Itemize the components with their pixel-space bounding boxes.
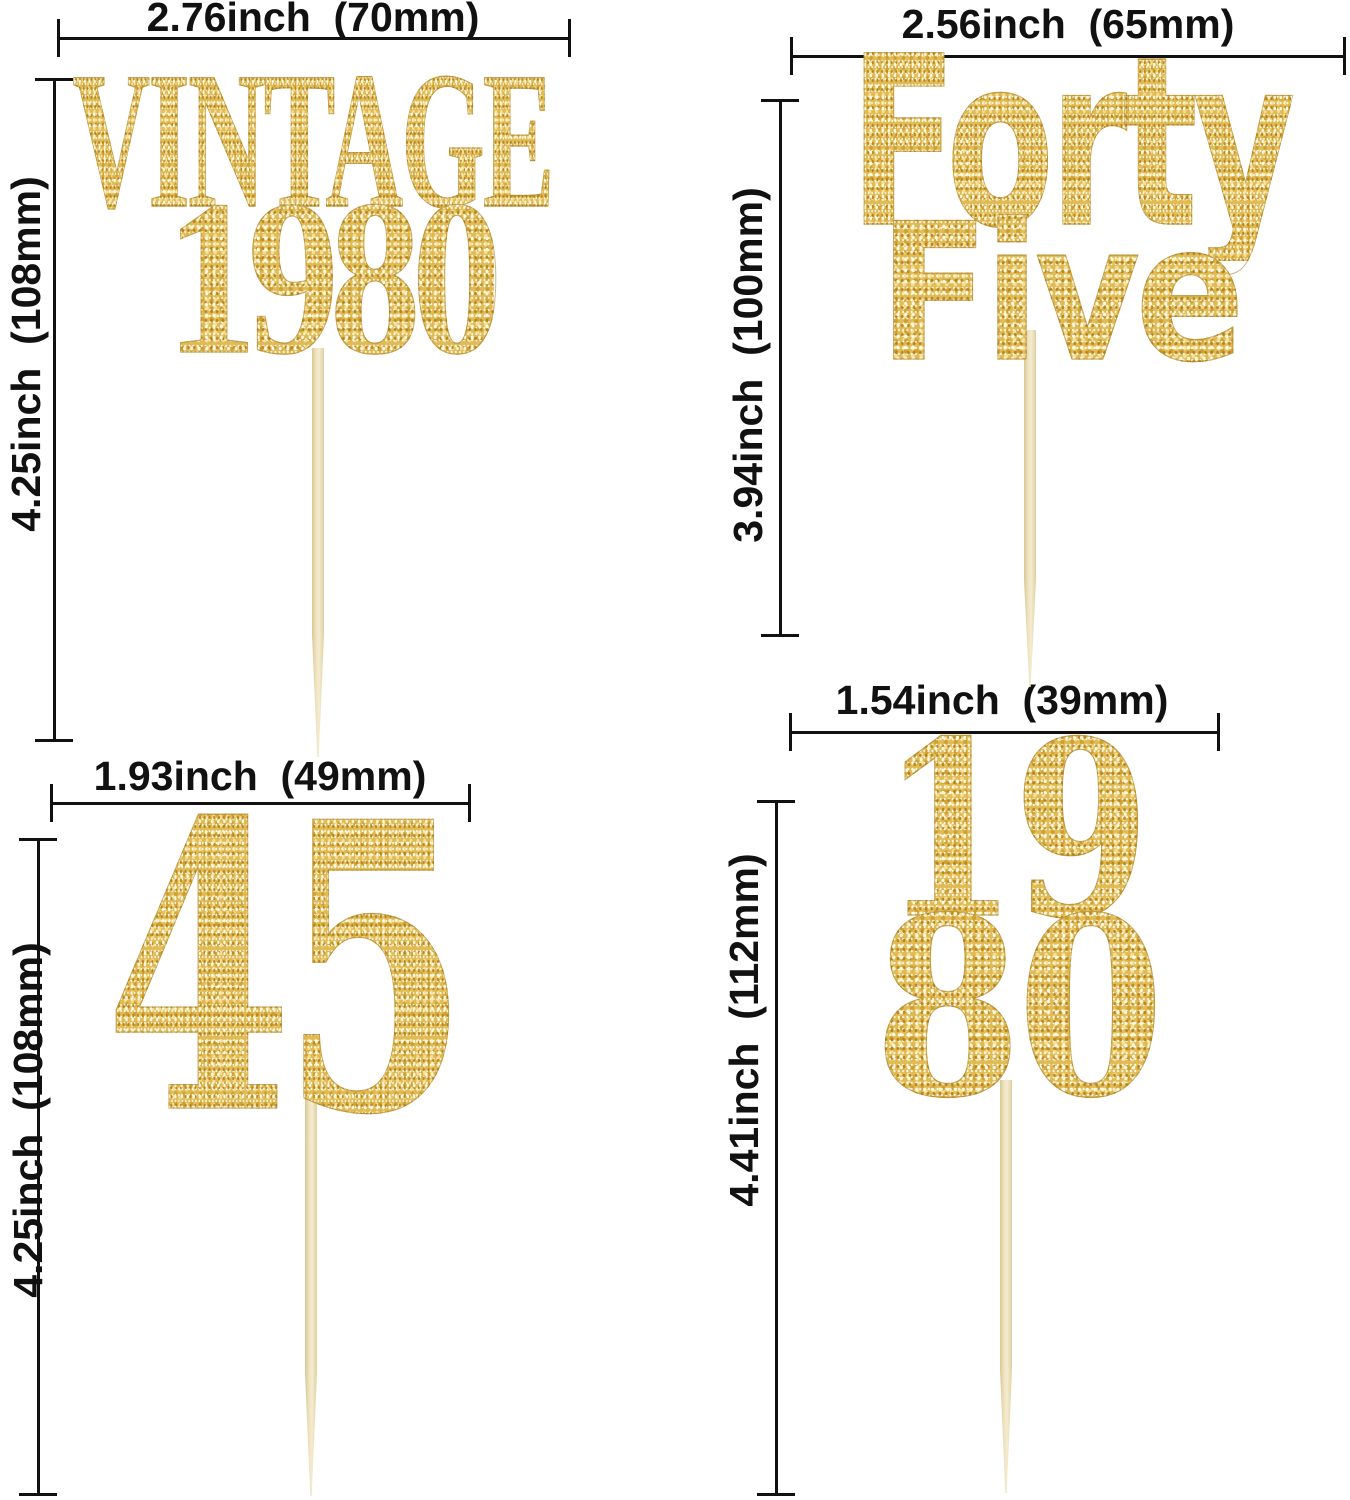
height-dimension-line [757, 800, 795, 1496]
height-dimension-label: 3.94inch (100mm) [725, 187, 771, 543]
topper-text-80: 80 [874, 864, 1165, 1153]
height-dimension-label: 4.25inch (108mm) [3, 176, 49, 532]
toothpick-stick [312, 348, 324, 757]
toothpick-stick [1000, 1080, 1012, 1493]
height-dimension-line [35, 78, 73, 742]
height-dimension-line [19, 838, 57, 1496]
topper-text-1980-year: 1980 [166, 155, 504, 401]
width-dimension-label: 2.76inch (70mm) [146, 0, 480, 40]
toothpick-stick [305, 1085, 317, 1496]
topper-text-45: 45 [105, 737, 470, 1202]
toothpick-stick [1024, 330, 1036, 687]
height-dimension-label: 4.41inch (112mm) [721, 853, 767, 1207]
width-dimension-line [57, 19, 571, 57]
topper-text-five: Five [878, 183, 1245, 404]
height-dimension-line [761, 99, 799, 637]
